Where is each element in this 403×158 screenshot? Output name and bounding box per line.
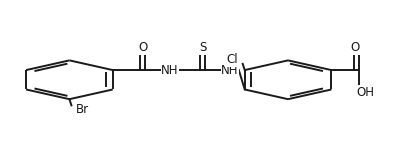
Text: S: S: [199, 41, 207, 54]
Text: Cl: Cl: [226, 54, 238, 67]
Text: Br: Br: [76, 103, 89, 116]
Text: NH: NH: [161, 64, 179, 77]
Text: OH: OH: [357, 86, 375, 99]
Text: NH: NH: [221, 64, 239, 77]
Text: O: O: [139, 41, 148, 54]
Text: O: O: [351, 41, 360, 54]
